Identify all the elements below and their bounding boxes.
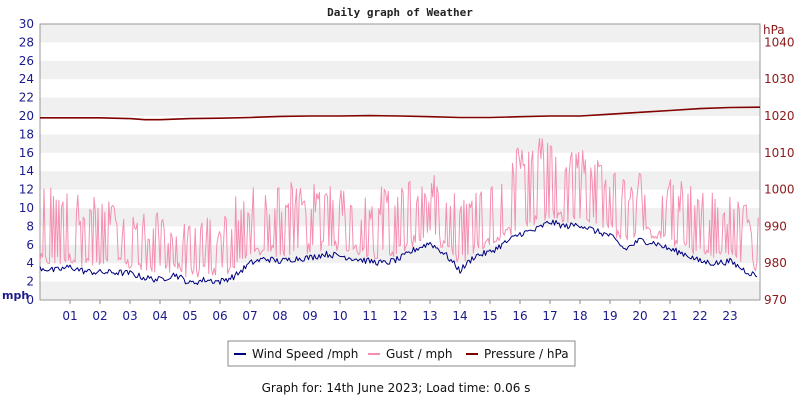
grid-band — [40, 208, 760, 227]
grid-band — [40, 42, 760, 61]
footer-text: Graph for: 14th June 2023; Load time: 0.… — [262, 381, 531, 395]
grid-bands — [40, 24, 760, 300]
left-tick-label: 12 — [19, 183, 34, 197]
left-tick-label: 16 — [19, 146, 34, 160]
right-tick-label: 1040 — [764, 35, 795, 49]
x-tick-label: 05 — [182, 309, 197, 323]
grid-band — [40, 116, 760, 135]
grid-band — [40, 244, 760, 264]
legend-label-wind-speed: Wind Speed /mph — [252, 347, 358, 361]
left-tick-label: 6 — [26, 238, 34, 252]
left-tick-label: 22 — [19, 91, 34, 105]
left-tick-label: 10 — [19, 201, 34, 215]
x-tick-label: 08 — [272, 309, 287, 323]
x-tick-label: 20 — [632, 309, 647, 323]
grid-band — [40, 152, 760, 172]
x-tick-label: 06 — [212, 309, 227, 323]
x-tick-label: 11 — [362, 309, 377, 323]
x-tick-label: 02 — [92, 309, 107, 323]
x-tick-label: 23 — [722, 309, 737, 323]
legend-label-gust: Gust / mph — [386, 347, 452, 361]
left-tick-label: 4 — [26, 256, 34, 270]
left-tick-label: 2 — [26, 275, 34, 289]
legend-label-pressure: Pressure / hPa — [484, 347, 569, 361]
grid-band — [40, 226, 760, 245]
left-tick-label: 0 — [26, 293, 34, 307]
x-tick-label: 17 — [542, 309, 557, 323]
grid-band — [40, 24, 760, 43]
series-line-pressure — [40, 106, 761, 121]
x-tick-label: 15 — [482, 309, 497, 323]
legend: Wind Speed /mph Gust / mph Pressure / hP… — [227, 340, 576, 367]
x-tick-label: 04 — [152, 309, 167, 323]
grid-band — [40, 79, 760, 98]
left-tick-label: 26 — [19, 54, 34, 68]
x-tick-label: 21 — [662, 309, 677, 323]
x-axis-ticks: 01 02 03 04 05 06 07 08 09 10 11 12 13 14 15 16 17 18 19 20… — [62, 300, 738, 323]
x-tick-label: 09 — [302, 309, 317, 323]
chart-title: Daily graph of Weather — [327, 6, 473, 19]
x-tick-label: 14 — [452, 309, 467, 323]
right-axis-unit: hPa — [763, 23, 785, 37]
x-tick-label: 16 — [512, 309, 527, 323]
x-tick-label: 22 — [692, 309, 707, 323]
series-line-gust — [39, 138, 759, 278]
right-tick-label: 1000 — [764, 183, 795, 197]
x-tick-label: 19 — [602, 309, 617, 323]
right-axis-ticks: 970 980 990 1000 1010 1020 1030 1040 — [764, 35, 795, 307]
left-tick-label: 24 — [19, 72, 34, 86]
x-tick-label: 10 — [332, 309, 347, 323]
grid-band — [40, 171, 760, 190]
right-tick-label: 980 — [764, 256, 787, 270]
x-tick-label: 03 — [122, 309, 137, 323]
grid-band — [40, 97, 760, 116]
right-tick-label: 1020 — [764, 109, 795, 123]
x-tick-label: 07 — [242, 309, 257, 323]
left-tick-label: 20 — [19, 109, 34, 123]
grid-band — [40, 60, 760, 80]
grid-band — [40, 281, 760, 300]
x-tick-label: 13 — [422, 309, 437, 323]
left-tick-label: 18 — [19, 127, 34, 141]
left-axis-unit: mph — [2, 289, 29, 302]
legend-box — [227, 340, 576, 367]
right-tick-label: 970 — [764, 293, 787, 307]
left-tick-label: 30 — [19, 17, 34, 31]
right-tick-label: 1030 — [764, 72, 795, 86]
right-tick-label: 1010 — [764, 146, 795, 160]
series-lines — [39, 106, 761, 285]
grid-band — [40, 263, 760, 282]
x-tick-label: 18 — [572, 309, 587, 323]
x-tick-label: 01 — [62, 309, 77, 323]
left-tick-label: 28 — [19, 35, 34, 49]
grid-band — [40, 134, 760, 153]
series-line-wind-speed — [39, 219, 758, 285]
left-tick-label: 8 — [26, 219, 34, 233]
left-tick-label: 14 — [19, 164, 34, 178]
right-tick-label: 990 — [764, 219, 787, 233]
grid-band — [40, 189, 760, 208]
x-tick-label: 12 — [392, 309, 407, 323]
